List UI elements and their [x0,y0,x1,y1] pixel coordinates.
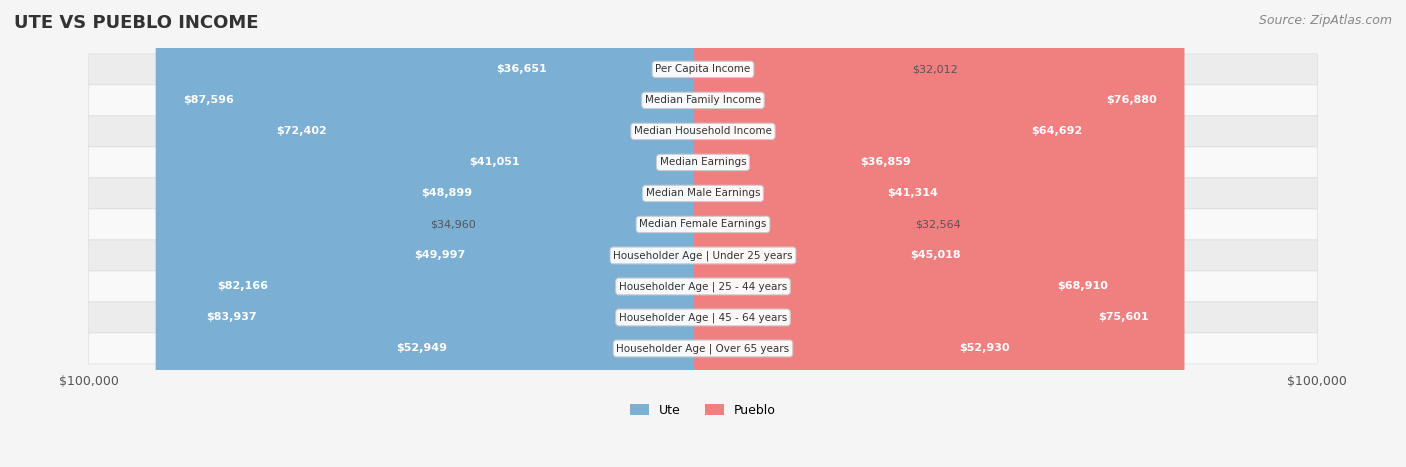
FancyBboxPatch shape [693,0,1038,467]
FancyBboxPatch shape [693,0,966,467]
Text: Median Household Income: Median Household Income [634,127,772,136]
FancyBboxPatch shape [249,0,713,467]
Text: $36,859: $36,859 [860,157,911,168]
FancyBboxPatch shape [89,333,1317,364]
Text: $32,012: $32,012 [912,64,957,74]
Text: $45,018: $45,018 [911,250,962,261]
Text: Median Family Income: Median Family Income [645,95,761,106]
FancyBboxPatch shape [693,0,988,467]
Text: $34,960: $34,960 [430,219,477,229]
FancyBboxPatch shape [89,209,1317,240]
Text: Householder Age | Under 25 years: Householder Age | Under 25 years [613,250,793,261]
Text: $52,930: $52,930 [959,343,1010,354]
Text: $87,596: $87,596 [183,95,235,106]
FancyBboxPatch shape [479,0,713,467]
Text: Householder Age | 25 - 44 years: Householder Age | 25 - 44 years [619,281,787,292]
Text: $48,899: $48,899 [420,188,472,198]
Text: $41,051: $41,051 [470,157,520,168]
Text: Householder Age | Over 65 years: Householder Age | Over 65 years [616,343,790,354]
Text: $36,651: $36,651 [496,64,547,74]
Text: $41,314: $41,314 [887,188,938,198]
FancyBboxPatch shape [368,0,713,467]
FancyBboxPatch shape [693,0,1177,467]
FancyBboxPatch shape [693,0,1184,467]
Text: $49,997: $49,997 [415,250,465,261]
FancyBboxPatch shape [188,0,713,467]
FancyBboxPatch shape [441,0,713,467]
Text: Median Male Earnings: Median Male Earnings [645,188,761,198]
Text: $64,692: $64,692 [1031,127,1083,136]
FancyBboxPatch shape [156,0,713,467]
Text: Median Earnings: Median Earnings [659,157,747,168]
Text: $82,166: $82,166 [217,282,267,291]
Text: Per Capita Income: Per Capita Income [655,64,751,74]
FancyBboxPatch shape [89,147,1317,178]
Text: $68,910: $68,910 [1057,282,1108,291]
FancyBboxPatch shape [89,85,1317,116]
FancyBboxPatch shape [468,0,713,467]
Legend: Ute, Pueblo: Ute, Pueblo [624,399,782,422]
FancyBboxPatch shape [693,0,908,467]
FancyBboxPatch shape [89,116,1317,147]
Text: $32,564: $32,564 [915,219,962,229]
Text: Householder Age | 45 - 64 years: Householder Age | 45 - 64 years [619,312,787,323]
Text: UTE VS PUEBLO INCOME: UTE VS PUEBLO INCOME [14,14,259,32]
FancyBboxPatch shape [394,0,713,467]
Text: $75,601: $75,601 [1098,312,1149,322]
FancyBboxPatch shape [693,0,1136,467]
FancyBboxPatch shape [89,302,1317,333]
Text: Source: ZipAtlas.com: Source: ZipAtlas.com [1258,14,1392,27]
Text: $76,880: $76,880 [1107,95,1157,106]
Text: Median Female Earnings: Median Female Earnings [640,219,766,229]
Text: $72,402: $72,402 [277,127,328,136]
FancyBboxPatch shape [693,0,939,467]
FancyBboxPatch shape [387,0,713,467]
FancyBboxPatch shape [89,271,1317,302]
FancyBboxPatch shape [693,0,912,467]
FancyBboxPatch shape [693,0,1109,467]
FancyBboxPatch shape [89,54,1317,85]
FancyBboxPatch shape [89,178,1317,209]
FancyBboxPatch shape [179,0,713,467]
Text: $52,949: $52,949 [396,343,447,354]
Text: $83,937: $83,937 [205,312,256,322]
FancyBboxPatch shape [89,240,1317,271]
